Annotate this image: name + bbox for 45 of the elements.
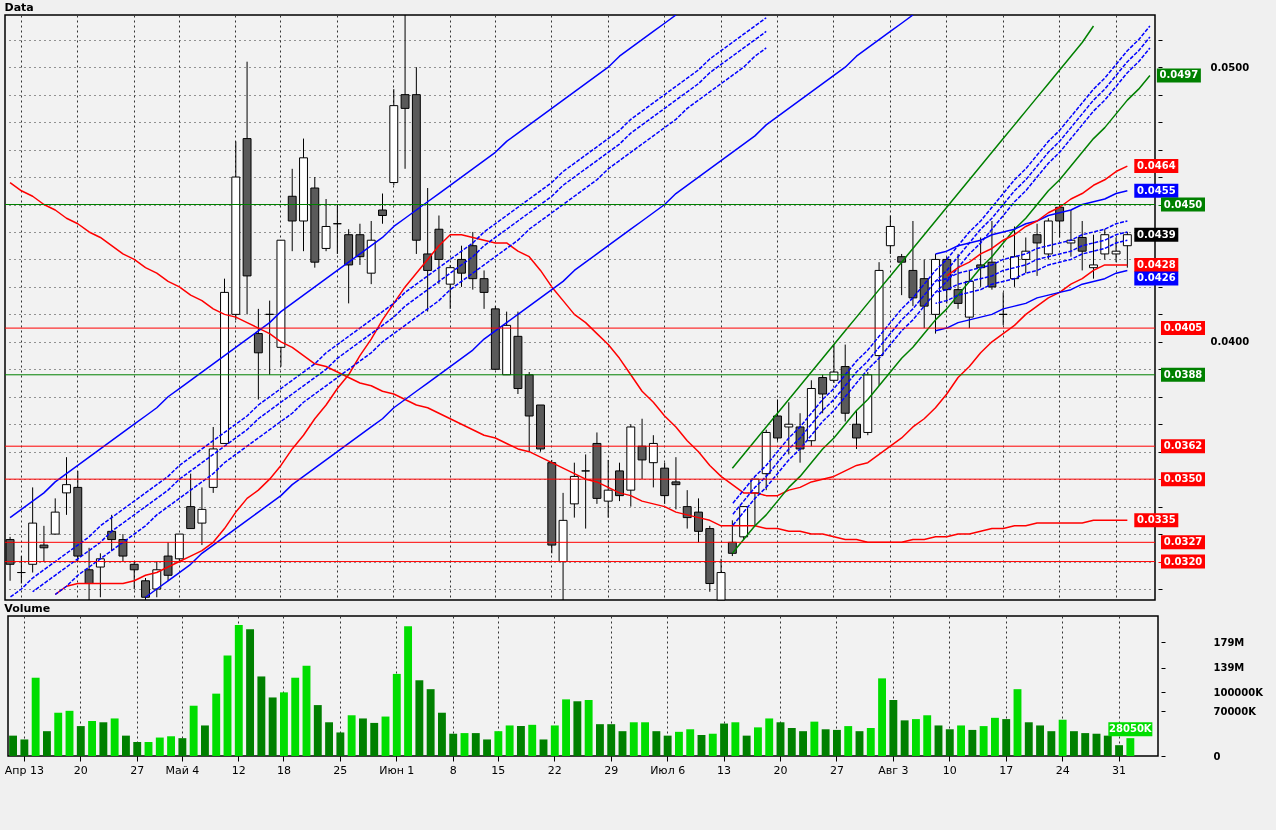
ref-line-label: 0.0362 — [1163, 440, 1203, 452]
x-tick-label: 24 — [1055, 763, 1070, 777]
x-tick-label: 20 — [773, 763, 788, 777]
x-tick-label: 27 — [829, 763, 844, 777]
x-tick-label: Июл 6 — [650, 763, 686, 777]
x-tick-label: 25 — [333, 763, 348, 777]
x-tick-label: 8 — [449, 763, 457, 777]
data-label: 0.0455 — [1137, 184, 1176, 196]
y-tick-label: 100000K — [1213, 686, 1265, 698]
y-tick-label: 0 — [1213, 750, 1221, 762]
ref-line-label: 0.0405 — [1163, 322, 1203, 334]
ref-line-label: 0.0450 — [1163, 198, 1203, 210]
x-tick-label: 29 — [604, 763, 619, 777]
x-tick-label: Май 4 — [165, 763, 200, 777]
x-tick-label: 27 — [130, 763, 145, 777]
chart-title: Volume — [4, 602, 51, 615]
y-tick-label: 139M — [1213, 662, 1245, 674]
x-tick-label: 17 — [999, 763, 1014, 777]
x-tick-label: Апр 13 — [4, 763, 44, 777]
data-label: 0.0497 — [1159, 69, 1199, 81]
x-tick-label: 20 — [73, 763, 88, 777]
x-tick-label: 13 — [717, 763, 732, 777]
ref-line-label: 0.0320 — [1163, 555, 1203, 567]
data-label: 0.0426 — [1137, 272, 1176, 284]
data-label: 0.0464 — [1137, 160, 1176, 172]
x-tick-label: 15 — [491, 763, 506, 777]
ref-line-label: 0.0350 — [1163, 473, 1203, 485]
data-label: 0.0428 — [1137, 258, 1176, 270]
x-tick-label: 18 — [276, 763, 291, 777]
data-label: 28050K — [1109, 723, 1153, 735]
chart-title: Data — [4, 0, 34, 14]
data-label: 0.0335 — [1137, 514, 1176, 526]
text: 0.0439 — [1137, 228, 1176, 240]
x-tick-label: 22 — [547, 763, 562, 777]
ref-line-label: 0.0388 — [1163, 368, 1203, 380]
y-tick-label: 0.0400 — [1210, 336, 1250, 348]
y-tick-label: 179M — [1213, 636, 1245, 648]
x-tick-label: Авг 3 — [878, 763, 909, 777]
x-tick-label: 12 — [231, 763, 246, 777]
x-tick-label: 10 — [942, 763, 957, 777]
ref-line-label: 0.0327 — [1163, 536, 1203, 548]
y-tick-label: 70000K — [1213, 705, 1258, 717]
y-tick-label: 0.0500 — [1210, 61, 1250, 73]
x-tick-label: 31 — [1112, 763, 1127, 777]
x-tick-label: Июн 1 — [379, 763, 415, 777]
